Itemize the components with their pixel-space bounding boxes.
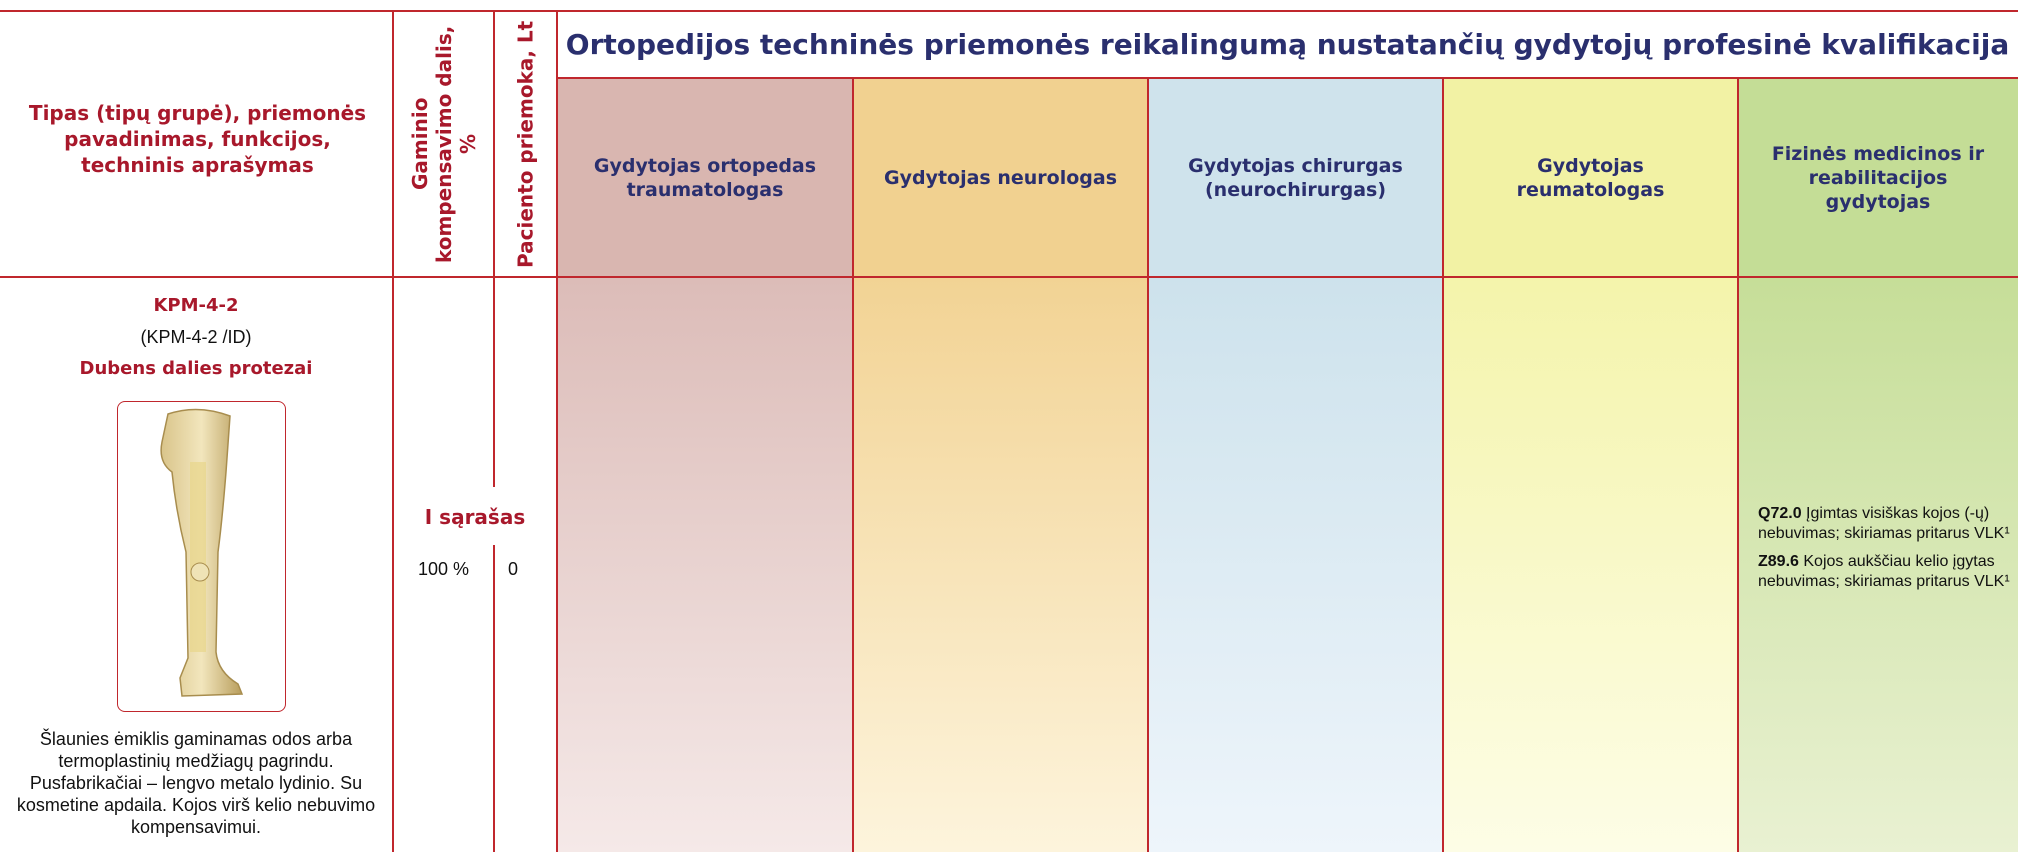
note-code: Q72.0 bbox=[1758, 505, 1802, 522]
header-cell: Tipas (tipų grupė), priemonės pavadinima… bbox=[28, 101, 367, 177]
note-code: Z89.6 bbox=[1758, 553, 1799, 570]
item-name: Dubens dalies protezai bbox=[79, 358, 313, 379]
rule bbox=[556, 10, 558, 852]
doctor-header: Gydytojas chirurgas (neurochirurgas) bbox=[1188, 154, 1403, 201]
rule bbox=[493, 545, 495, 852]
note-text: Įgimtas visiškas kojos (-ų) nebuvimas; s… bbox=[1758, 505, 2010, 542]
col-bg bbox=[1148, 77, 1443, 277]
rule bbox=[0, 276, 2018, 278]
doctor-header: Gydytojas neurologas bbox=[883, 166, 1118, 189]
rule bbox=[1737, 77, 1739, 852]
header-cell: Gaminio kompensavimo dalis, % bbox=[408, 25, 480, 263]
item-subcode: (KPM-4-2 /ID) bbox=[140, 327, 252, 347]
col-bg bbox=[1148, 277, 1443, 852]
col-bg bbox=[1738, 277, 2018, 852]
group-title: Ortopedijos techninės priemonės reikalin… bbox=[565, 28, 2010, 61]
note: Q72.0 Įgimtas visiškas kojos (-ų) nebuvi… bbox=[1758, 504, 2013, 544]
rule bbox=[493, 10, 495, 277]
rule bbox=[1147, 77, 1149, 852]
col-bg bbox=[557, 277, 853, 852]
prosthesis-illustration bbox=[160, 408, 244, 697]
doctor-header: Fizinės medicinos ir reabilitacijos gydy… bbox=[1771, 142, 1985, 213]
rule bbox=[493, 277, 495, 487]
header-cell: Paciento priemoka, Lt bbox=[513, 20, 538, 268]
compensation-value: 100 % bbox=[417, 559, 470, 579]
note: Z89.6 Kojos aukščiau kelio įgytas nebuvi… bbox=[1758, 552, 2013, 592]
item-code: KPM-4-2 bbox=[153, 295, 239, 316]
note-text: Kojos aukščiau kelio įgytas nebuvimas; s… bbox=[1758, 553, 2010, 590]
col-bg bbox=[853, 277, 1148, 852]
rehab-notes: Q72.0 Įgimtas visiškas kojos (-ų) nebuvi… bbox=[1758, 504, 2013, 592]
rule bbox=[1442, 77, 1444, 852]
doctor-header: Gydytojas reumatologas bbox=[1516, 154, 1665, 201]
rule bbox=[0, 10, 2018, 12]
rule bbox=[852, 77, 854, 852]
patient-payment-value: 0 bbox=[508, 559, 519, 579]
col-bg bbox=[1443, 77, 1738, 277]
col-bg bbox=[1738, 77, 2018, 277]
col-bg bbox=[1443, 277, 1738, 852]
list-label: I sąrašas bbox=[424, 505, 526, 529]
item-description: Šlaunies ėmiklis gaminamas odos arba ter… bbox=[16, 729, 376, 837]
rule bbox=[392, 10, 394, 852]
rule bbox=[557, 77, 2018, 79]
col-bg bbox=[853, 77, 1148, 277]
doctor-header: Gydytojas ortopedas traumatologas bbox=[593, 154, 817, 201]
image-frame bbox=[117, 401, 286, 712]
col-bg bbox=[557, 77, 853, 277]
